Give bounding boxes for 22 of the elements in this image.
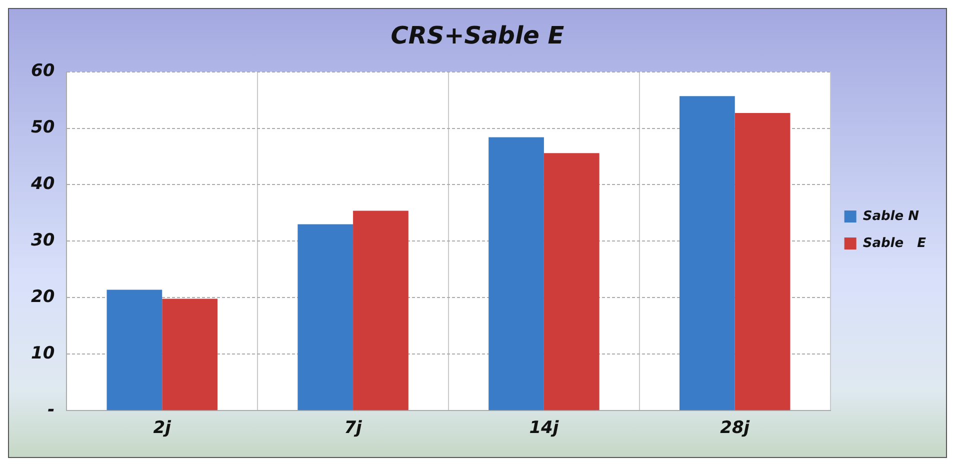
bar (734, 113, 790, 410)
y-tick-label: 50 (30, 118, 55, 138)
chart-title: CRS+Sable E (390, 22, 565, 50)
y-tick-label: 60 (30, 61, 55, 82)
bar (353, 210, 408, 410)
legend-label: Sable N (862, 208, 920, 224)
bar (106, 290, 162, 410)
y-tick-label: - (48, 400, 55, 420)
bar (680, 96, 735, 410)
x-tick-label: 14j (529, 418, 560, 438)
y-tick-label: 30 (30, 230, 55, 251)
x-tick-label: 28j (720, 418, 751, 438)
y-tick-label: 20 (30, 287, 55, 308)
bar (298, 224, 354, 410)
x-tick-label: 2j (153, 418, 172, 438)
y-tick-label: 10 (30, 344, 55, 364)
y-tick-label: 40 (30, 174, 55, 194)
bar (544, 153, 600, 410)
bar (162, 298, 218, 410)
legend-label: Sable E (862, 236, 926, 251)
bar (488, 137, 544, 410)
x-tick-label: 7j (344, 418, 364, 438)
